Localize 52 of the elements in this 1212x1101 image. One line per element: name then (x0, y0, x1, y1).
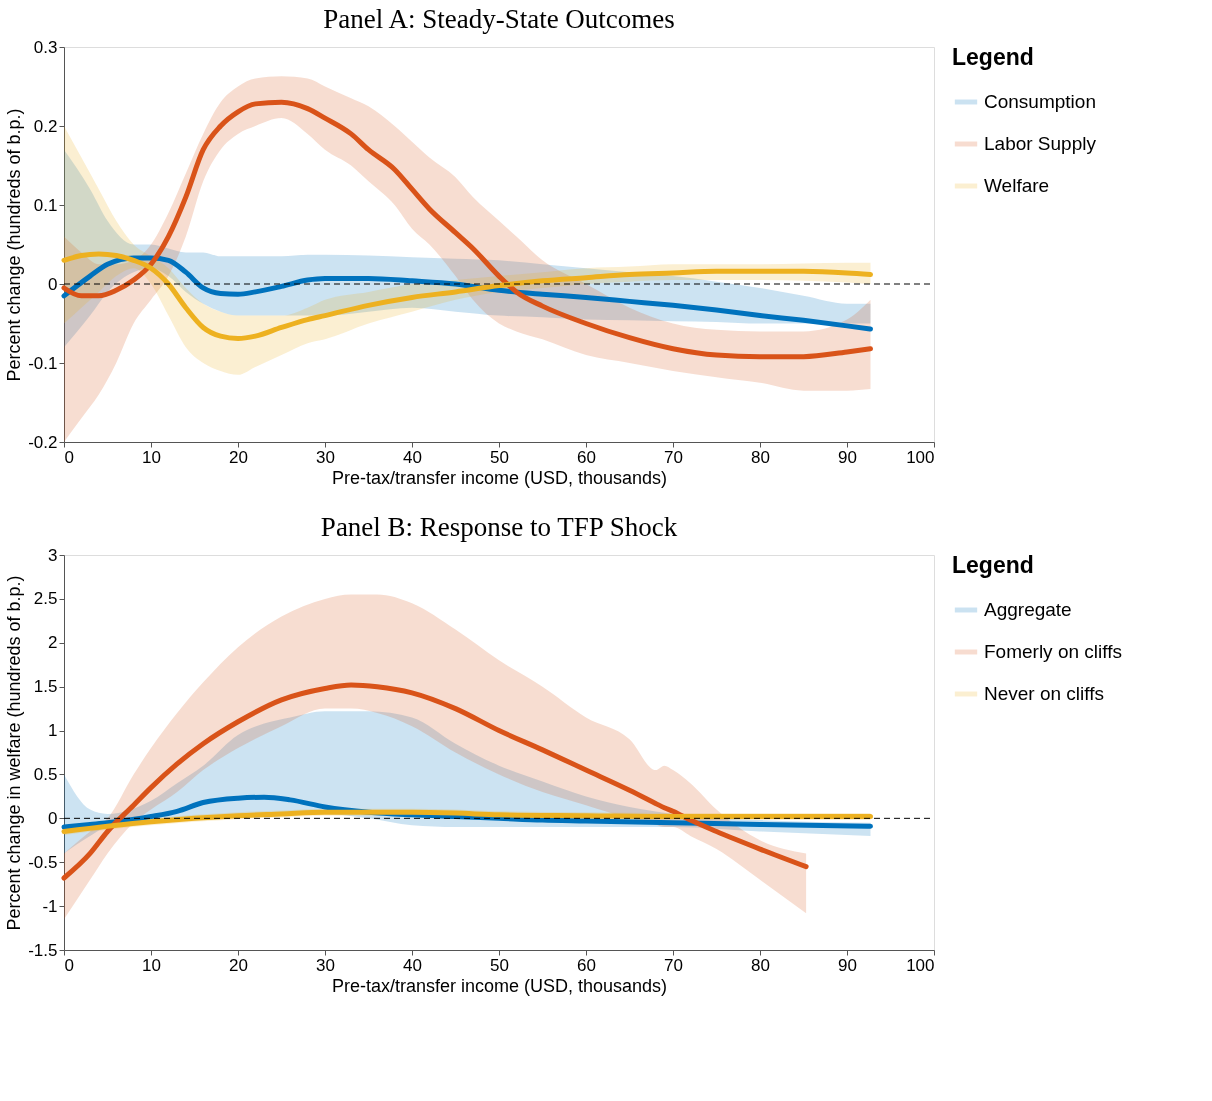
chart-title: Panel B: Response to TFP Shock (320, 512, 678, 542)
y-tick-label: 3 (48, 545, 58, 565)
x-tick-label: 50 (490, 955, 509, 975)
x-tick-label: 10 (142, 447, 161, 467)
legend-title: Legend (952, 552, 1034, 578)
y-tick-label: 0 (48, 808, 58, 828)
chart-title: Panel A: Steady-State Outcomes (323, 4, 675, 34)
y-tick-label: -1 (42, 896, 58, 916)
x-tick-label: 90 (838, 447, 857, 467)
legend-label: Never on cliffs (984, 683, 1105, 704)
y-tick-label: 1 (48, 721, 58, 741)
y-tick-label: -1.5 (28, 940, 58, 960)
x-axis-title: Pre-tax/transfer income (USD, thousands) (331, 467, 668, 488)
x-tick-label: 90 (838, 955, 857, 975)
legend-label: Welfare (984, 175, 1050, 196)
x-tick-label: 40 (403, 955, 422, 975)
y-tick-label: 0.3 (33, 37, 58, 57)
y-tick-label: -0.5 (28, 852, 58, 872)
y-tick-label: 0 (48, 274, 58, 294)
y-tick-label: 2.5 (33, 589, 58, 609)
x-tick-label: 70 (664, 955, 683, 975)
y-axis-title: Percent change in welfare (hundreds of b.p.) (4, 575, 25, 931)
legend-label: Consumption (984, 91, 1096, 112)
legend-label: Labor Supply (984, 133, 1097, 154)
x-tick-label: 60 (577, 447, 596, 467)
x-tick-label: 20 (229, 955, 248, 975)
y-axis-title: Percent change (hundreds of b.p.) (4, 108, 25, 382)
x-axis-title: Pre-tax/transfer income (USD, thousands) (331, 975, 668, 996)
x-tick-label: 0 (64, 447, 74, 467)
x-tick-label: 80 (751, 447, 770, 467)
y-tick-label: 0.1 (33, 195, 58, 215)
y-tick-label: -0.2 (28, 432, 58, 452)
y-tick-label: 0.2 (33, 116, 58, 136)
y-tick-label: 1.5 (33, 677, 58, 697)
x-tick-label: 80 (751, 955, 770, 975)
legend-label: Aggregate (984, 599, 1072, 620)
x-tick-label: 60 (577, 955, 596, 975)
y-tick-label: 2 (48, 633, 58, 653)
legend-title: Legend (952, 44, 1034, 70)
x-tick-label: 30 (316, 955, 335, 975)
x-tick-label: 0 (64, 955, 74, 975)
x-tick-label: 100 (906, 447, 935, 467)
x-tick-label: 70 (664, 447, 683, 467)
x-tick-label: 20 (229, 447, 248, 467)
y-tick-label: 0.5 (33, 764, 58, 784)
legend-label: Fomerly on cliffs (984, 641, 1122, 662)
y-tick-label: -0.1 (28, 353, 58, 373)
x-tick-label: 10 (142, 955, 161, 975)
x-tick-label: 50 (490, 447, 509, 467)
x-tick-label: 30 (316, 447, 335, 467)
x-tick-label: 100 (906, 955, 935, 975)
x-tick-label: 40 (403, 447, 422, 467)
